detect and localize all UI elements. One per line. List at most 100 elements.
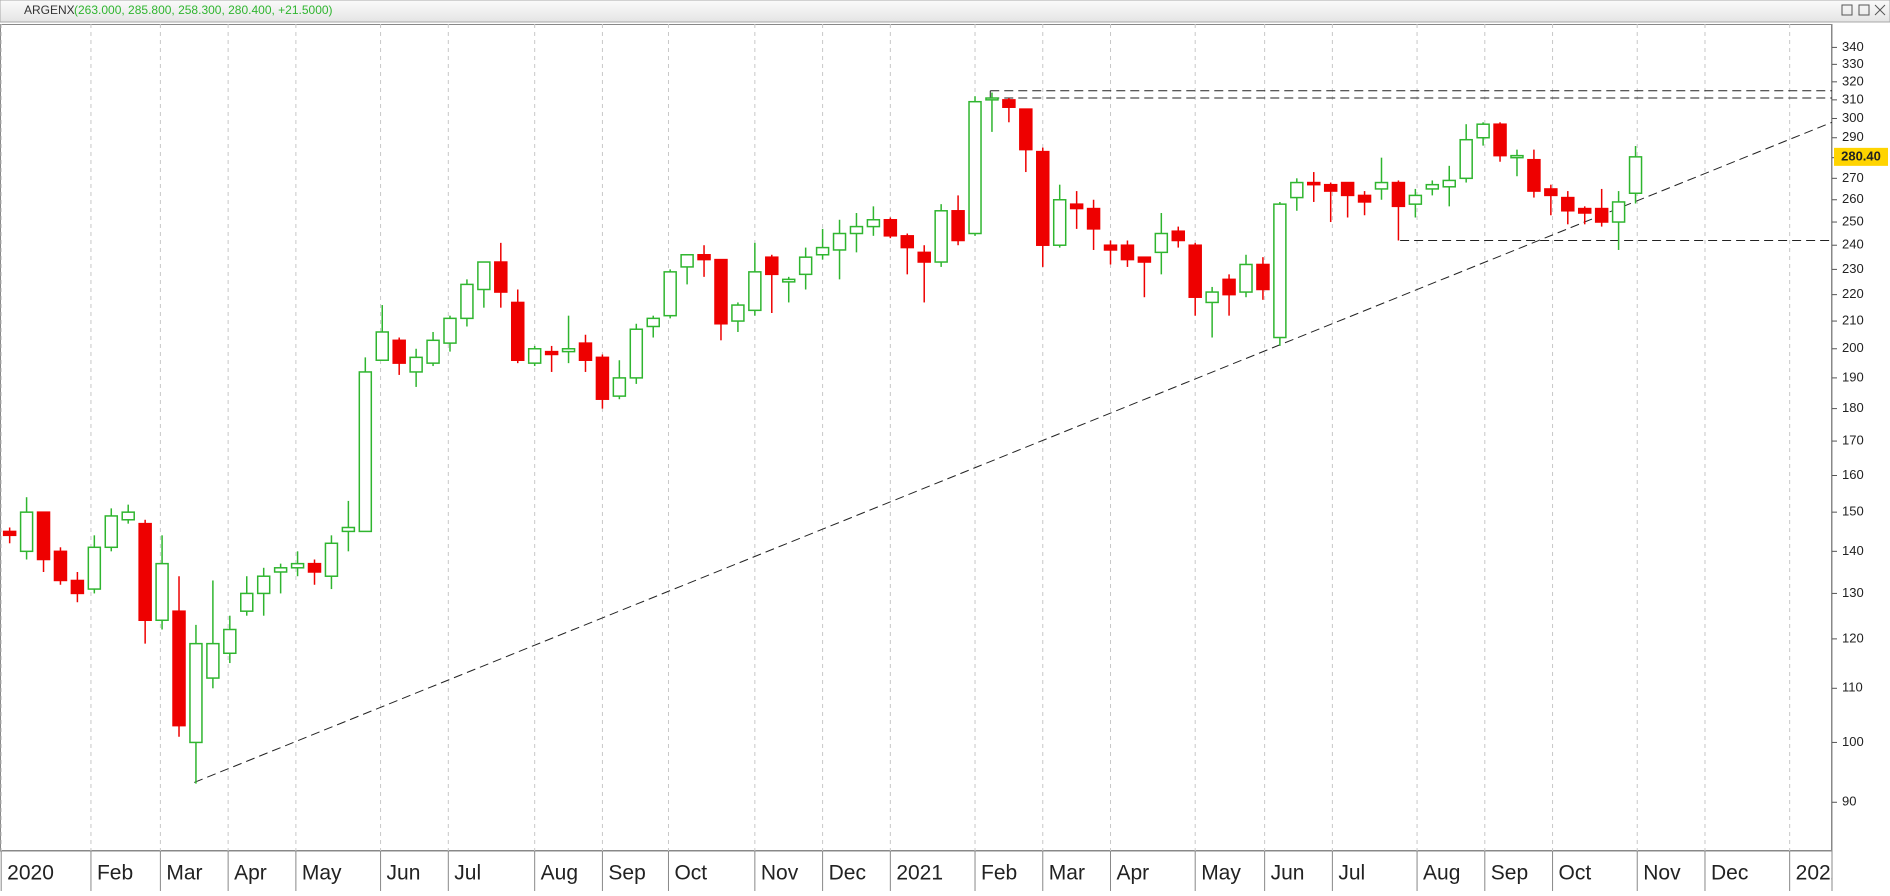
x-tick-label: Jul: [454, 862, 481, 885]
quote: (263.000, 285.800, 258.300, 280.400, +21…: [74, 3, 333, 17]
candle-body: [731, 304, 745, 322]
x-tick-label: Aug: [541, 862, 578, 885]
candle-body: [714, 258, 728, 325]
candle-body: [680, 254, 694, 268]
y-tick-label: 260: [1842, 191, 1864, 206]
plot: [0, 24, 1832, 851]
x-tick-label: Nov: [761, 862, 799, 885]
candle-body: [1103, 244, 1118, 251]
candle-body: [358, 371, 373, 533]
y-tick-label: 180: [1842, 400, 1864, 415]
title-bar: [0, 0, 1890, 23]
candle-body: [172, 610, 186, 727]
x-tick-label: Oct: [674, 862, 707, 885]
candle-body: [1628, 156, 1643, 194]
candle-body: [1408, 194, 1423, 205]
y-tick-label: 130: [1842, 585, 1864, 600]
candle-body: [832, 232, 847, 251]
candle-body: [1442, 179, 1456, 188]
candle-body: [460, 283, 474, 320]
candle-body: [307, 562, 322, 573]
candle-body: [1205, 291, 1219, 304]
candle-body: [663, 271, 677, 317]
y-tick-label: 200: [1842, 340, 1864, 355]
candle-body: [1036, 150, 1050, 246]
candle-body: [1290, 181, 1304, 199]
y-tick-label: 310: [1842, 91, 1864, 106]
x-tick-label: Apr: [234, 862, 267, 885]
y-tick-label: 230: [1842, 261, 1864, 276]
chart-title: ARGENX: [24, 3, 75, 17]
x-tick-label: Jul: [1338, 862, 1365, 885]
candle-body: [798, 256, 813, 276]
candle-body: [1510, 154, 1524, 159]
x-tick-label: Sep: [1491, 862, 1528, 885]
x-tick-label: 2020: [7, 862, 54, 885]
candle-body: [155, 562, 169, 622]
candle-body: [189, 642, 203, 744]
candle-body: [36, 511, 51, 561]
x-tick-label: Oct: [1559, 862, 1592, 885]
y-tick-label: 250: [1842, 213, 1864, 228]
candle-body: [510, 301, 525, 361]
candle-body: [121, 511, 135, 521]
x-tick-label: May: [302, 862, 342, 885]
candle-body: [206, 642, 220, 679]
candle-body: [1256, 263, 1270, 291]
candle-body: [138, 522, 152, 622]
x-tick-label: Feb: [97, 862, 133, 885]
candle-body: [1188, 244, 1202, 298]
candle-body: [1357, 194, 1372, 203]
candle-body: [951, 210, 965, 242]
candle-body: [87, 546, 102, 590]
candle-body: [477, 261, 491, 291]
y-tick-label: 110: [1842, 680, 1863, 695]
candle-body: [629, 328, 644, 379]
candle-body: [1069, 203, 1084, 210]
candle-body: [1086, 207, 1101, 230]
candle-body: [968, 100, 982, 235]
candle-body: [815, 246, 830, 256]
maximize-button[interactable]: [1858, 4, 1870, 16]
candle-body: [2, 530, 17, 537]
x-tick-label: Apr: [1117, 862, 1150, 885]
y-tick-label: 270: [1842, 170, 1864, 185]
candle-body: [934, 210, 948, 263]
x-tick-label: Dec: [1711, 862, 1748, 885]
y-tick-label: 160: [1842, 467, 1864, 482]
restore-button[interactable]: [1841, 4, 1853, 16]
candle-body: [290, 562, 305, 569]
candle-body: [273, 567, 288, 573]
y-tick-label: 100: [1842, 734, 1864, 749]
last-price-tag: [1834, 147, 1888, 166]
x-tick-label: Feb: [981, 862, 1017, 885]
candle-body: [748, 271, 762, 312]
x-tick-label: 2022: [1796, 862, 1843, 885]
x-tick-label: Sep: [608, 862, 645, 885]
candle-body: [561, 348, 576, 353]
x-tick-label: Mar: [1049, 862, 1085, 885]
x-tick-label: Nov: [1643, 862, 1681, 885]
y-tick-label: 330: [1842, 56, 1864, 71]
candle-body: [392, 339, 406, 364]
candle-body: [1019, 108, 1033, 151]
candle-body: [443, 317, 457, 344]
candle-body: [765, 256, 779, 276]
window-buttons[interactable]: [1841, 4, 1886, 16]
y-tick-label: 300: [1842, 110, 1864, 125]
candle-body: [240, 592, 254, 612]
candle-body: [883, 219, 898, 237]
candle-body: [1120, 244, 1135, 261]
close-button[interactable]: [1874, 4, 1886, 16]
candle-body: [1493, 123, 1507, 157]
y-tick-label: 120: [1842, 630, 1864, 645]
y-tick-label: 320: [1842, 73, 1864, 88]
candle-body: [849, 225, 864, 235]
y-tick-label: 140: [1842, 543, 1864, 558]
candle-body: [781, 278, 796, 283]
candle-body: [70, 579, 85, 595]
candle-body: [1476, 123, 1490, 139]
candle-body: [375, 331, 390, 361]
x-tick-label: Dec: [829, 862, 866, 885]
